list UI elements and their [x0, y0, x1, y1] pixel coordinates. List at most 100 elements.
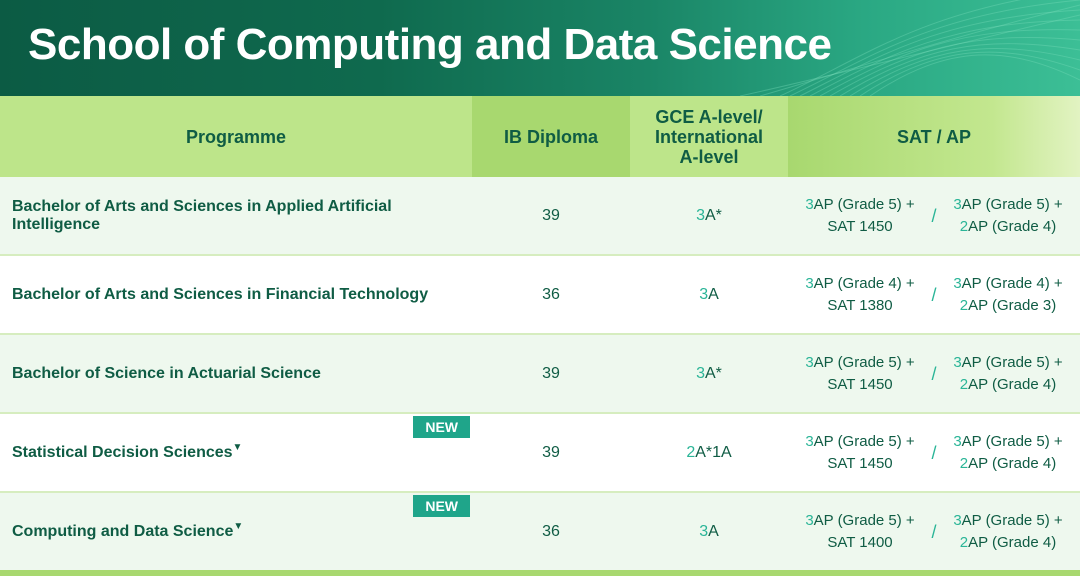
ap-text-2: AP (Grade 4) — [968, 217, 1057, 235]
gce-grade: A* — [705, 364, 722, 382]
ap-count: 3 — [805, 353, 814, 371]
ib-value: 39 — [542, 364, 560, 382]
ib-score: 39 — [472, 334, 630, 414]
ap-count-2: 2 — [959, 375, 969, 393]
sat-score: SAT 1380 — [827, 296, 893, 314]
ap-text-2: AP (Grade 4) — [968, 533, 1057, 551]
sat-option: 3AP (Grade 5) + SAT 1450 — [801, 194, 919, 238]
ap-text: AP (Grade 4) + — [813, 274, 915, 292]
triangle-marker-icon: ▼ — [233, 520, 244, 532]
sat-option: 3AP (Grade 4) + SAT 1380 — [801, 273, 919, 317]
ib-score: 36 — [472, 255, 630, 335]
sat-score: SAT 1400 — [827, 533, 893, 551]
or-separator: / — [931, 521, 937, 542]
ap-text: AP (Grade 5) + — [961, 432, 1063, 450]
wave-pattern-decoration — [739, 0, 1080, 96]
table-row: Statistical Decision Sciences▼ NEW 39 2A… — [0, 413, 1080, 493]
header-gce: GCE A-level/ International A-level — [630, 96, 788, 177]
ap-text: AP (Grade 5) + — [813, 195, 915, 213]
header-programme: Programme — [0, 96, 472, 177]
ib-score: 39 — [472, 177, 630, 256]
sat-option: 3AP (Grade 5) + SAT 1450 — [801, 352, 919, 396]
programme-name: Bachelor of Arts and Sciences in Financi… — [12, 285, 429, 303]
header-ib-diploma: IB Diploma — [472, 96, 630, 177]
programme-name: Bachelor of Science in Actuarial Science — [12, 364, 321, 382]
programme-cell: Statistical Decision Sciences▼ NEW — [0, 413, 472, 493]
gce-requirement: 3A — [630, 255, 788, 335]
gce-count: 3 — [696, 206, 705, 224]
ap-count: 3 — [953, 195, 962, 213]
sat-score: SAT 1450 — [827, 454, 893, 472]
sat-ap-requirement: 3AP (Grade 4) + SAT 1380 / 3AP (Grade 4)… — [788, 255, 1080, 335]
ap-count-2: 2 — [959, 217, 969, 235]
programme-cell: Bachelor of Arts and Sciences in Financi… — [0, 255, 472, 335]
ap-count: 3 — [805, 195, 814, 213]
triangle-marker-icon: ▼ — [232, 441, 243, 453]
ap-count: 3 — [805, 432, 814, 450]
programme-cell: Computing and Data Science▼ NEW — [0, 492, 472, 576]
gce-requirement: 3A* — [630, 334, 788, 414]
gce-count: 3 — [696, 364, 705, 382]
or-separator: / — [931, 363, 937, 384]
programme-name: Statistical Decision Sciences — [12, 443, 233, 461]
ap-text-2: AP (Grade 4) — [968, 375, 1057, 393]
table-row: Computing and Data Science▼ NEW 36 3A 3A… — [0, 492, 1080, 576]
ap-count: 3 — [953, 432, 962, 450]
ap-count-2: 2 — [959, 296, 969, 314]
ap-count: 3 — [953, 511, 962, 529]
gce-count: 2 — [686, 443, 696, 461]
ap-count: 3 — [805, 274, 814, 292]
ap-text: AP (Grade 5) + — [813, 353, 915, 371]
ap-option: 3AP (Grade 5) + 2AP (Grade 4) — [949, 431, 1067, 475]
ib-value: 39 — [542, 206, 560, 224]
ap-count-2: 2 — [959, 533, 969, 551]
new-badge: NEW — [413, 495, 470, 517]
page-title: School of Computing and Data Science — [28, 20, 832, 69]
gce-requirement: 3A — [630, 492, 788, 576]
ap-option: 3AP (Grade 5) + 2AP (Grade 4) — [949, 352, 1067, 396]
programme-name: Computing and Data Science — [12, 522, 234, 540]
ap-text: AP (Grade 5) + — [813, 511, 915, 529]
ap-text: AP (Grade 5) + — [961, 195, 1063, 213]
ap-text: AP (Grade 5) + — [961, 511, 1063, 529]
sat-score: SAT 1450 — [827, 217, 893, 235]
sat-ap-requirement: 3AP (Grade 5) + SAT 1450 / 3AP (Grade 5)… — [788, 334, 1080, 414]
ap-count: 3 — [805, 511, 814, 529]
table-row: Bachelor of Arts and Sciences in Applied… — [0, 177, 1080, 256]
ap-option: 3AP (Grade 5) + 2AP (Grade 4) — [949, 510, 1067, 554]
table-header-row: Programme IB Diploma GCE A-level/ Intern… — [0, 96, 1080, 177]
header-gce-line2: International — [654, 126, 763, 147]
gce-grade: A* — [705, 206, 722, 224]
gce-grade: A — [708, 522, 719, 540]
ap-count: 3 — [953, 274, 962, 292]
gce-grade: A — [708, 285, 719, 303]
ib-score: 36 — [472, 492, 630, 576]
gce-grade: A*1A — [695, 443, 732, 461]
ap-text: AP (Grade 5) + — [961, 353, 1063, 371]
sat-ap-requirement: 3AP (Grade 5) + SAT 1450 / 3AP (Grade 5)… — [788, 413, 1080, 493]
table-row: Bachelor of Arts and Sciences in Financi… — [0, 255, 1080, 335]
or-separator: / — [931, 284, 937, 305]
ap-text-2: AP (Grade 4) — [968, 454, 1057, 472]
header-banner: School of Computing and Data Science — [0, 0, 1080, 96]
ap-text: AP (Grade 4) + — [961, 274, 1063, 292]
ap-text-2: AP (Grade 3) — [968, 296, 1057, 314]
ib-value: 36 — [542, 522, 560, 540]
admissions-table: Programme IB Diploma GCE A-level/ Intern… — [0, 96, 1080, 576]
ib-value: 36 — [542, 285, 560, 303]
sat-option: 3AP (Grade 5) + SAT 1400 — [801, 510, 919, 554]
sat-score: SAT 1450 — [827, 375, 893, 393]
programme-cell: Bachelor of Arts and Sciences in Applied… — [0, 177, 472, 256]
or-separator: / — [931, 205, 937, 226]
ap-count: 3 — [953, 353, 962, 371]
programme-name: Bachelor of Arts and Sciences in Applied… — [12, 197, 392, 233]
header-sat-ap: SAT / AP — [788, 96, 1080, 177]
gce-count: 3 — [699, 522, 709, 540]
new-badge: NEW — [413, 416, 470, 438]
header-gce-line1: GCE A-level/ — [655, 106, 763, 127]
sat-option: 3AP (Grade 5) + SAT 1450 — [801, 431, 919, 475]
gce-requirement: 3A* — [630, 177, 788, 256]
ap-count-2: 2 — [959, 454, 969, 472]
ib-score: 39 — [472, 413, 630, 493]
ap-text: AP (Grade 5) + — [813, 432, 915, 450]
